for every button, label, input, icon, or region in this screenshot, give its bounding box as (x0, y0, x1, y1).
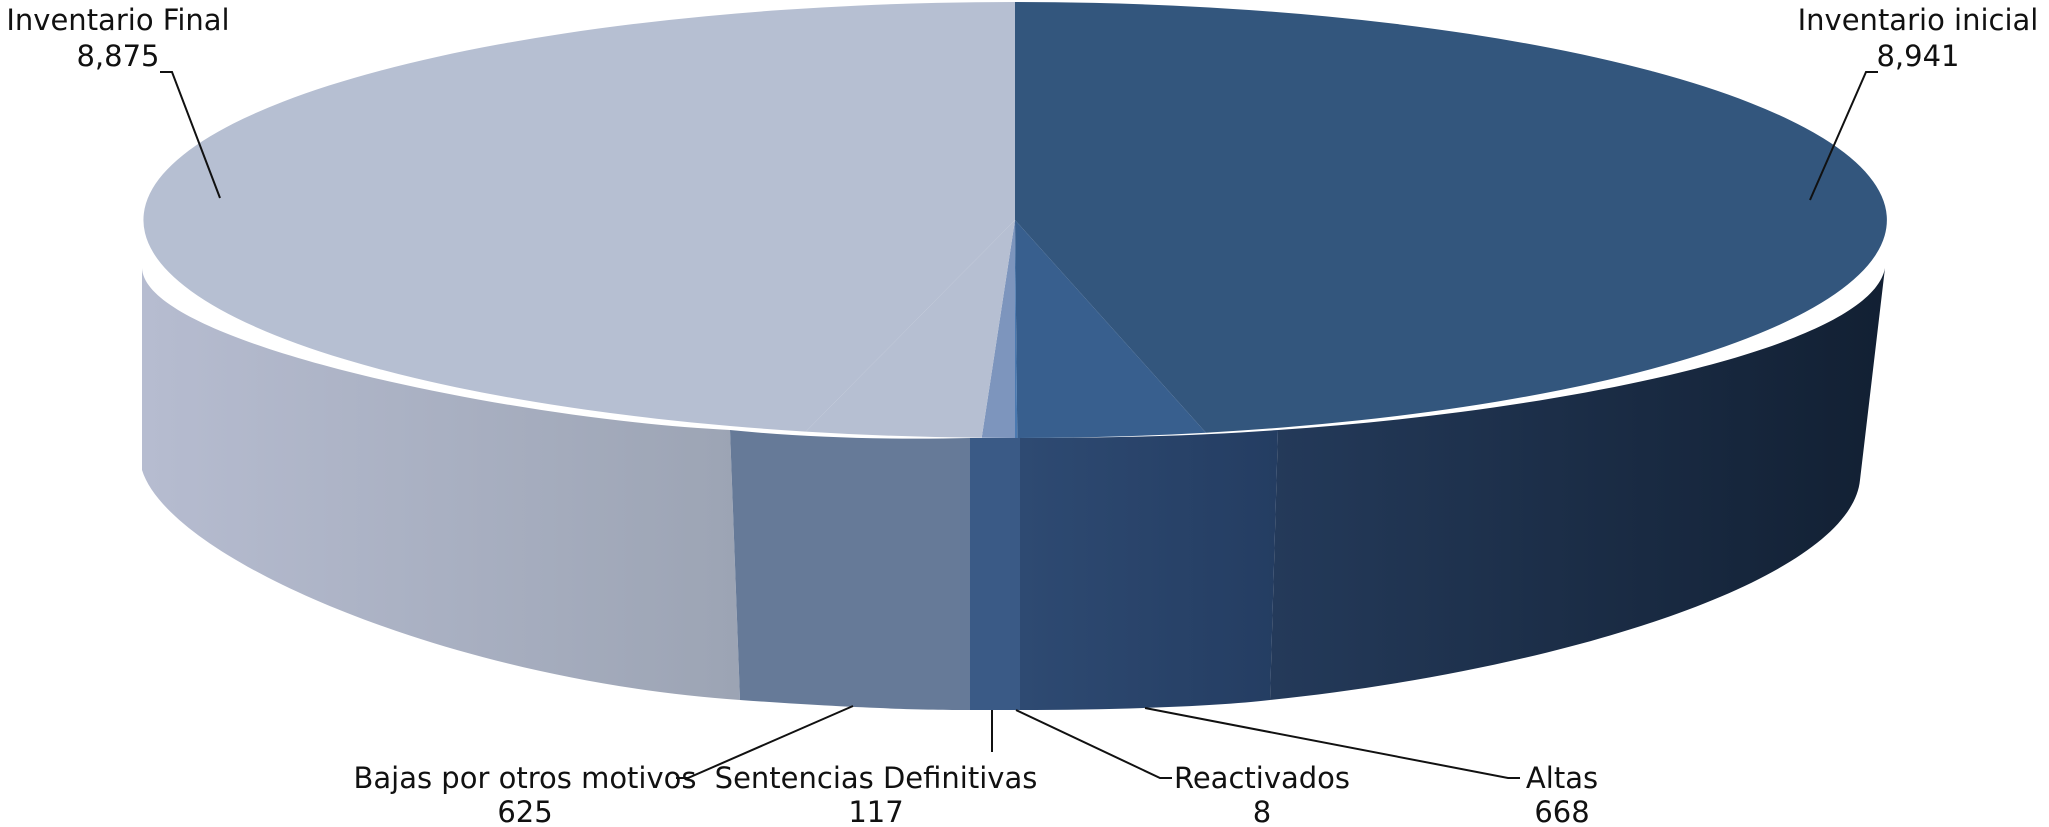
slice-inventario-inicial (1015, 2, 1887, 433)
label-inventario-final-value: 8,875 (76, 39, 159, 73)
pie-side-walls (142, 268, 1885, 710)
pie-labels: Inventario Final 8,875 Inventario inicia… (6, 3, 2038, 827)
label-inventario-inicial-name: Inventario inicial (1798, 3, 2039, 37)
wall-inventario-inicial (1270, 268, 1885, 700)
leader-reactivados (1015, 709, 1172, 779)
slice-bajas-por-otros-motivos (805, 220, 1015, 438)
slice-altas (1015, 220, 1206, 438)
wall-sentencias-definitivas (970, 438, 1018, 710)
label-sentencias-value: 117 (848, 795, 903, 827)
wall-bajas-por-otros-motivos (730, 430, 970, 710)
slice-sentencias-definitivas (981, 220, 1015, 438)
label-inventario-inicial-value: 8,941 (1876, 39, 1959, 73)
label-altas-value: 668 (1534, 795, 1589, 827)
slice-reactivados (1015, 220, 1018, 439)
slice-inventario-final (143, 2, 1016, 432)
wall-altas (1020, 430, 1278, 710)
leader-bajas-por-otros-motivos (676, 705, 854, 779)
label-bajas-name: Bajas por otros motivos (353, 761, 696, 795)
pie-top-face (143, 2, 1887, 439)
leader-altas (1144, 707, 1520, 779)
label-sentencias-name: Sentencias Definitivas (715, 761, 1038, 795)
leader-inventario-final (160, 71, 221, 199)
leader-inventario-inicial (1809, 71, 1878, 201)
label-inventario-final-name: Inventario Final (6, 3, 229, 37)
label-reactivados-name: Reactivados (1174, 761, 1350, 795)
wall-inventario-final (142, 268, 740, 700)
label-altas-name: Altas (1526, 761, 1598, 795)
label-bajas-value: 625 (497, 795, 552, 827)
wall-reactivados (1018, 438, 1020, 710)
label-reactivados-value: 8 (1253, 795, 1271, 827)
